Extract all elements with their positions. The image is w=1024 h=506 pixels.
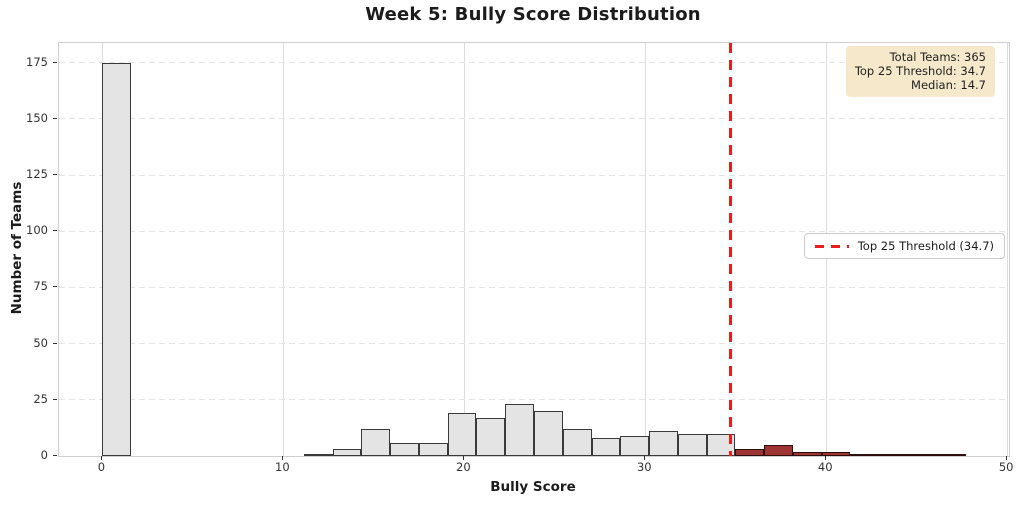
y-tick-mark [53, 117, 57, 119]
y-tick-label: 0 [40, 448, 48, 462]
y-tick-label: 75 [33, 279, 48, 294]
histogram-bar [534, 411, 563, 456]
gridline-vertical [463, 43, 465, 456]
x-tick-mark [644, 456, 646, 460]
gridline-horizontal [59, 343, 1009, 345]
x-tick-mark [282, 456, 284, 460]
y-tick-label: 175 [26, 54, 48, 69]
y-tick-label: 25 [33, 391, 48, 406]
histogram-bar [562, 429, 592, 456]
x-tick-label: 20 [456, 460, 471, 474]
x-tick-mark [1006, 456, 1008, 460]
histogram-bar [447, 413, 477, 456]
stat-top25-threshold: Top 25 Threshold: 34.7 [854, 63, 986, 78]
histogram-bar-above-threshold [821, 451, 851, 456]
y-tick-label: 150 [26, 110, 48, 125]
histogram-bar-above-threshold [936, 453, 966, 456]
gridline-horizontal [59, 399, 1009, 401]
histogram-bar-above-threshold [764, 444, 793, 456]
x-tick-label: 40 [817, 460, 833, 474]
y-tick-mark [53, 230, 57, 232]
histogram-bar [591, 438, 621, 456]
legend: Top 25 Threshold (34.7) [803, 233, 1005, 259]
legend-label: Top 25 Threshold (34.7) [857, 239, 994, 253]
x-tick-label: 0 [97, 460, 106, 474]
gridline-horizontal [59, 286, 1009, 288]
histogram-bar-above-threshold [879, 453, 909, 456]
x-tick-label: 30 [636, 460, 652, 474]
threshold-line-icon [814, 244, 849, 248]
histogram-bar [476, 417, 506, 456]
histogram-bar-above-threshold [850, 453, 880, 456]
y-tick-label: 100 [26, 223, 48, 238]
histogram-bar [649, 431, 678, 456]
histogram-bar [390, 442, 419, 456]
histogram-bar [706, 433, 736, 456]
chart-title: Week 5: Bully Score Distribution [365, 4, 701, 25]
y-tick-mark [53, 342, 57, 344]
y-axis-label: Number of Teams [9, 181, 25, 315]
threshold-line [728, 43, 732, 456]
y-tick-mark [53, 455, 57, 456]
gridline-vertical [644, 43, 646, 456]
y-tick-mark [53, 61, 57, 63]
y-tick-mark [53, 286, 57, 288]
gridline-vertical [1006, 43, 1008, 456]
histogram-bar [102, 62, 132, 456]
histogram-bar-above-threshold [792, 451, 822, 456]
histogram-bar [303, 453, 333, 456]
gridline-horizontal [59, 118, 1009, 120]
x-tick-mark [825, 456, 827, 460]
stat-median: Median: 14.7 [911, 77, 986, 92]
histogram-bar [677, 433, 707, 456]
y-tick-mark [53, 398, 57, 400]
histogram-bar [361, 429, 391, 456]
x-tick-label: 10 [275, 460, 290, 474]
y-tick-label: 125 [26, 167, 48, 182]
histogram-bar-above-threshold [908, 453, 937, 456]
histogram-bar [620, 435, 650, 456]
y-tick-mark [53, 174, 57, 176]
stat-total-teams: Total Teams: 365 [889, 50, 986, 64]
x-tick-label: 50 [998, 460, 1014, 474]
x-axis-label: Bully Score [490, 479, 576, 495]
gridline-horizontal [59, 230, 1009, 232]
histogram-bar [505, 404, 534, 456]
x-tick-mark [463, 456, 465, 460]
gridline-horizontal [59, 174, 1009, 176]
histogram-bar [332, 449, 362, 456]
x-tick-mark [101, 456, 103, 460]
y-tick-label: 50 [33, 335, 48, 350]
histogram-bar-above-threshold [735, 449, 765, 456]
gridline-vertical [282, 43, 284, 456]
gridline-horizontal [59, 62, 1009, 64]
histogram-bar [418, 442, 448, 456]
stats-annotation-box: Total Teams: 365 Top 25 Threshold: 34.7 … [845, 46, 995, 98]
